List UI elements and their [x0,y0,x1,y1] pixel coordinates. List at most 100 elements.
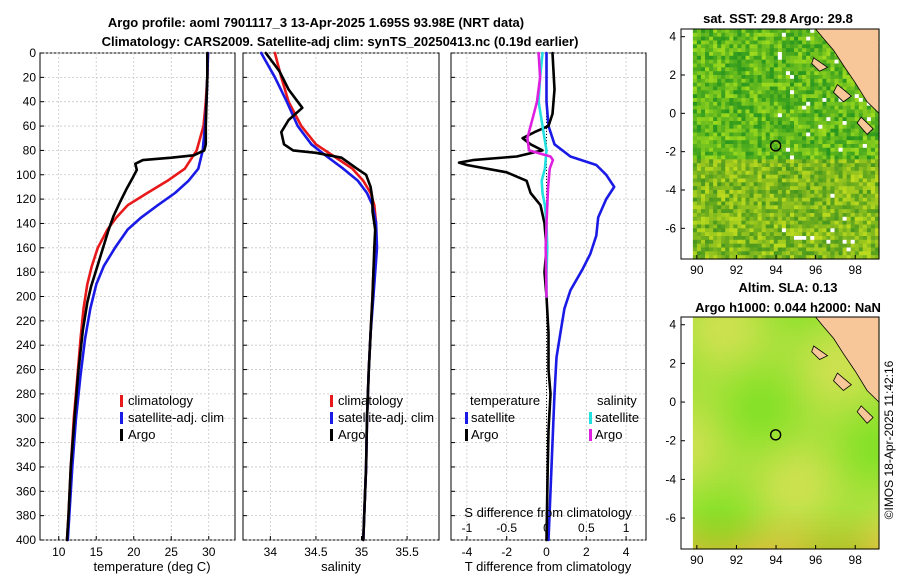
x-tick-label: 96 [809,553,823,567]
series-line-s-satellite [537,51,549,298]
sla-map-title-2: Argo h1000: 0.044 h2000: NaN [695,300,881,315]
y-tick-label: 340 [16,460,36,474]
x-tick-label: -4 [462,545,473,559]
x-tick-label: 10 [52,545,66,559]
legend-label-s-argo: Argo [595,427,622,442]
y-tick-label: 140 [16,216,36,230]
legend-swatch-argo [330,429,333,441]
temperature-panel: 10 15 20 25 30020406080100120140160180200220… [16,46,236,559]
legend-label-climatology: climatology [338,393,404,408]
series-line-t-argo [457,51,556,542]
y-tick-label: -4 [665,472,676,486]
t-difference-x-label: T difference from climatology [465,559,632,574]
legend-swatch-climatology [330,395,333,407]
series-line-t-satellite [545,51,616,542]
y-tick-label: 380 [16,509,36,523]
difference-panel: -4 -2 0 2 4-1 -0.5 0 0.5 1 [450,51,647,559]
y-tick-label: 160 [16,241,36,255]
y-tick-label: -2 [665,434,676,448]
legend-label-t-argo: Argo [471,427,498,442]
x-tick-label: 96 [809,263,823,277]
title-line-1: Argo profile: aoml 7901117_3 13-Apr-2025… [108,15,524,30]
s-tick-label: 0.5 [578,521,595,535]
y-tick-label: 260 [16,363,36,377]
y-tick-label: -4 [665,183,676,197]
x-tick-label: 92 [730,553,744,567]
x-tick-label: -2 [501,545,512,559]
x-tick-label: 15 [90,545,104,559]
y-tick-label: 0 [669,106,676,120]
series-line-satellite-adj-clim [66,51,210,542]
s-tick-label: -1 [462,521,473,535]
land-island [856,116,874,135]
y-tick-label: 2 [669,356,676,370]
legend-label-climatology: climatology [128,393,194,408]
land-island [833,372,852,392]
x-tick-label: 34 [264,545,278,559]
legend-swatch-s-satellite [589,412,592,424]
sla-map-title-1: Altim. SLA: 0.13 [739,280,838,295]
sla-map-panel: 90 92 94 96 98 4 2 0 -2 -4 -6 [665,316,880,567]
title-line-2: Climatology: CARS2009. Satellite-adj cli… [102,34,579,49]
y-tick-label: -6 [665,221,676,235]
sst-map-panel: 90 92 94 96 98 4 2 0 -2 -4 -6 [665,28,880,277]
y-tick-label: 120 [16,192,36,206]
legend-swatch-t-satellite [465,412,468,424]
s-tick-label: -0.5 [496,521,517,535]
y-tick-label: 180 [16,265,36,279]
x-tick-label: 92 [730,263,744,277]
legend-heading-temperature: temperature [470,393,540,408]
x-tick-label: 35.5 [395,545,419,559]
legend-swatch-s-argo [589,429,592,441]
land-island [856,405,874,424]
y-tick-label: 320 [16,436,36,450]
y-tick-label: 100 [16,168,36,182]
y-tick-label: 400 [16,533,36,547]
map-frame [680,316,880,550]
x-tick-label: 94 [769,553,783,567]
legend-label-argo: Argo [128,427,155,442]
salinity-panel: 34 34.5 35 35.5 [242,51,440,559]
y-tick-label: 0 [669,395,676,409]
credit-text: ©IMOS 18-Apr-2025 11:42:16 [882,360,896,519]
s-difference-label: S difference from climatology [464,505,632,520]
series-line-argo [264,51,377,542]
land-island [811,57,829,72]
x-tick-label: 35 [355,545,369,559]
argo-position-marker [769,140,782,152]
y-tick-label: 4 [669,318,676,332]
legend-label-argo: Argo [338,427,365,442]
difference-legend-salinity: salinity satellite Argo [589,393,639,442]
legend-label-satellite: satellite-adj. clim [128,410,224,425]
map-frame [680,28,880,260]
y-tick-label: 20 [23,70,37,84]
legend-heading-salinity: salinity [597,393,637,408]
legend-label-satellite: satellite-adj. clim [338,410,434,425]
x-tick-label: 30 [202,545,216,559]
y-tick-label: 0 [29,46,36,60]
x-tick-label: 4 [623,545,630,559]
legend-label-s-satellite: satellite [595,410,639,425]
map-field [692,29,880,260]
difference-legend-temperature: temperature satellite Argo [465,393,540,442]
y-tick-label: -2 [665,145,676,159]
x-tick-label: 98 [849,553,863,567]
y-tick-label: 220 [16,314,36,328]
land-island [811,345,829,360]
y-tick-label: 360 [16,484,36,498]
series-line-argo [65,51,209,542]
legend-swatch-t-argo [465,429,468,441]
y-tick-label: 300 [16,411,36,425]
salinity-legend: climatology satellite-adj. clim Argo [330,393,434,442]
sst-map-title: sat. SST: 29.8 Argo: 29.8 [703,11,853,26]
y-tick-label: 4 [669,30,676,44]
legend-swatch-argo [120,429,123,441]
x-tick-label: 0 [543,545,550,559]
temperature-x-label: temperature (deg C) [93,559,210,574]
s-tick-label: 1 [623,521,630,535]
legend-swatch-climatology [120,395,123,407]
y-tick-label: 240 [16,338,36,352]
legend-label-t-satellite: satellite [471,410,515,425]
x-tick-label: 98 [849,263,863,277]
x-tick-label: 90 [690,553,704,567]
